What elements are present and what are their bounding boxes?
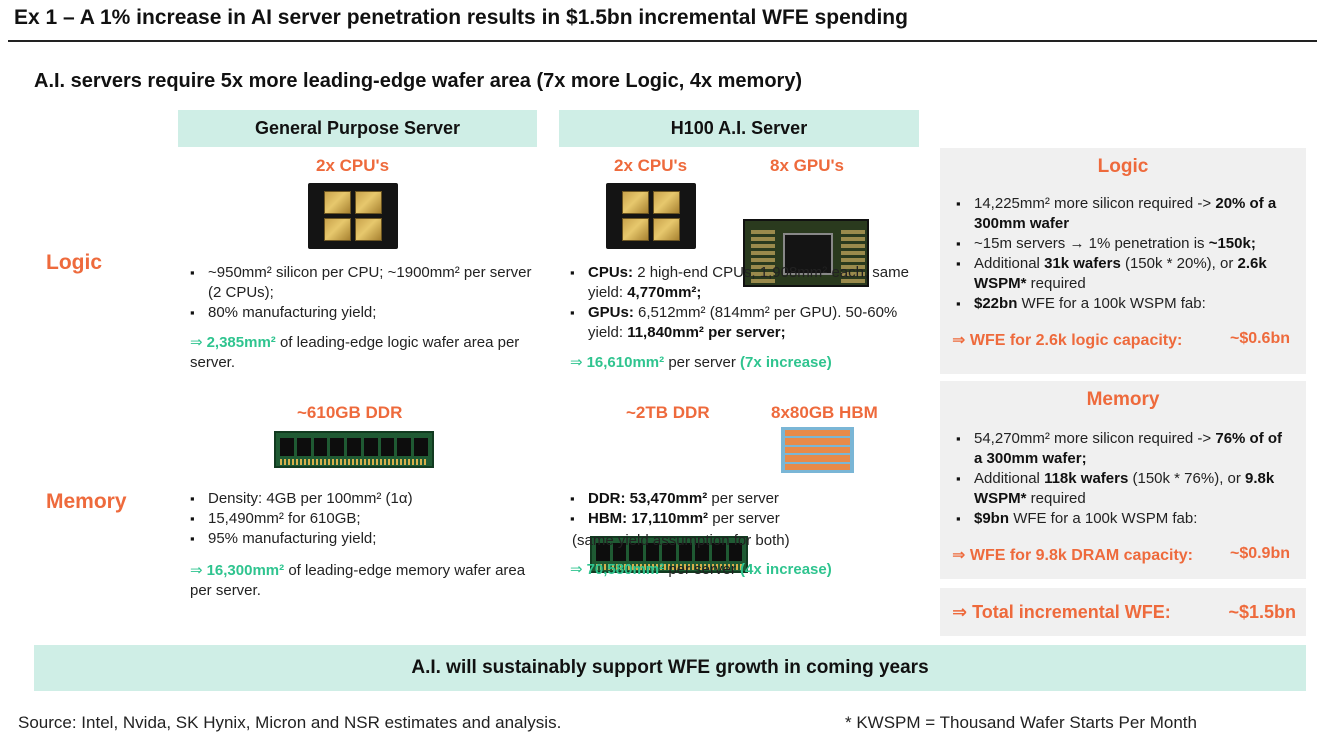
h100-logic-result: ⇒ 16,610mm² per server (7x increase) xyxy=(570,354,832,371)
list-item: DDR: 53,470mm² per server xyxy=(568,489,913,509)
list-item: $9bn WFE for a 100k WSPM fab: xyxy=(954,509,1290,529)
logic-panel-title: Logic xyxy=(1097,156,1149,177)
general-ddr-label: ~610GB DDR xyxy=(297,403,403,422)
h100-logic-bullets: CPUs: 2 high-end CPUs, 1,908mm² each, sa… xyxy=(568,263,913,343)
arrow-icon: ⇒ xyxy=(190,562,203,579)
list-item: GPUs: 6,512mm² (814mm² per GPU). 50-60% … xyxy=(568,303,913,343)
ddr-module-image xyxy=(590,536,748,573)
h100-cpu-label: 2x CPU's xyxy=(614,156,688,175)
list-item: 14,225mm² more silicon required -> 20% o… xyxy=(954,194,1290,234)
list-item: Additional 31k wafers (150k * 20%), or 2… xyxy=(954,254,1290,294)
logic-panel: Logic 14,225mm² more silicon required ->… xyxy=(940,148,1306,374)
list-item: Additional 118k wafers (150k * 76%), or … xyxy=(954,469,1290,509)
list-item: $22bn WFE for a 100k WSPM fab: xyxy=(954,294,1290,314)
list-item: Density: 4GB per 100mm² (1α) xyxy=(188,489,533,509)
arrow-icon: ⇒ xyxy=(570,354,583,371)
list-item: ~950mm² silicon per CPU; ~1900mm² per se… xyxy=(188,263,533,303)
general-logic-result: ⇒ 2,385mm² of leading-edge logic wafer ar… xyxy=(190,334,520,371)
list-item: CPUs: 2 high-end CPUs, 1,908mm² each, sa… xyxy=(568,263,913,303)
h100-hbm-label: 8x80GB HBM xyxy=(771,403,878,422)
general-logic-bullets: ~950mm² silicon per CPU; ~1900mm² per se… xyxy=(188,263,533,323)
general-server-header: General Purpose Server xyxy=(178,110,537,147)
footnote: * KWSPM = Thousand Wafer Starts Per Mont… xyxy=(845,713,1197,732)
cpu-chip-image xyxy=(308,183,398,249)
h100-gpu-label: 8x GPU's xyxy=(770,156,844,175)
memory-panel-result: ⇒ WFE for 9.8k DRAM capacity: ~$0.9bn xyxy=(952,545,1290,564)
arrow-icon: ⇒ xyxy=(570,561,583,578)
cpu-chip-image xyxy=(606,183,696,249)
logic-row-label: Logic xyxy=(46,251,102,274)
list-item: 54,270mm² more silicon required -> 76% o… xyxy=(954,429,1290,469)
memory-row-label: Memory xyxy=(46,490,127,513)
list-item: HBM: 17,110mm² per server xyxy=(568,509,913,529)
page-title: Ex 1 – A 1% increase in AI server penetr… xyxy=(14,6,908,29)
total-panel-result: ⇒ Total incremental WFE: ~$1.5bn xyxy=(952,601,1296,622)
general-memory-result: ⇒ 16,300mm² of leading-edge memory wafer … xyxy=(190,562,526,599)
logic-panel-result: ⇒ WFE for 2.6k logic capacity: ~$0.6bn xyxy=(952,330,1290,349)
memory-panel-bullets: 54,270mm² more silicon required -> 76% o… xyxy=(954,429,1290,529)
list-item: 80% manufacturing yield; xyxy=(188,303,533,323)
ddr-module-image xyxy=(274,431,434,468)
general-cpu-label: 2x CPU's xyxy=(316,156,390,175)
subtitle: A.I. servers require 5x more leading-edg… xyxy=(34,70,803,92)
general-memory-bullets: Density: 4GB per 100mm² (1α) 15,490mm² f… xyxy=(188,489,533,549)
h100-memory-result: ⇒ 70,580mm² per server (4x increase) xyxy=(570,561,832,578)
h100-server-header: H100 A.I. Server xyxy=(559,110,919,147)
h100-memory-bullets: DDR: 53,470mm² per server HBM: 17,110mm²… xyxy=(568,489,913,529)
title-divider xyxy=(8,40,1317,42)
list-item: 95% manufacturing yield; xyxy=(188,529,533,549)
list-item: ~15m servers → 1% penetration is ~150k; xyxy=(954,234,1290,254)
conclusion-banner: A.I. will sustainably support WFE growth… xyxy=(34,645,1306,691)
yield-note: (same yield assumption for both) xyxy=(572,532,790,549)
hbm-stack-image xyxy=(781,427,854,473)
arrow-icon: ⇒ xyxy=(190,334,203,351)
logic-panel-bullets: 14,225mm² more silicon required -> 20% o… xyxy=(954,194,1290,314)
memory-panel: Memory 54,270mm² more silicon required -… xyxy=(940,381,1306,579)
list-item: 15,490mm² for 610GB; xyxy=(188,509,533,529)
source-note: Source: Intel, Nvida, SK Hynix, Micron a… xyxy=(18,713,562,732)
memory-panel-title: Memory xyxy=(1086,389,1160,410)
total-panel: ⇒ Total incremental WFE: ~$1.5bn xyxy=(940,588,1306,636)
h100-ddr-label: ~2TB DDR xyxy=(626,403,710,422)
